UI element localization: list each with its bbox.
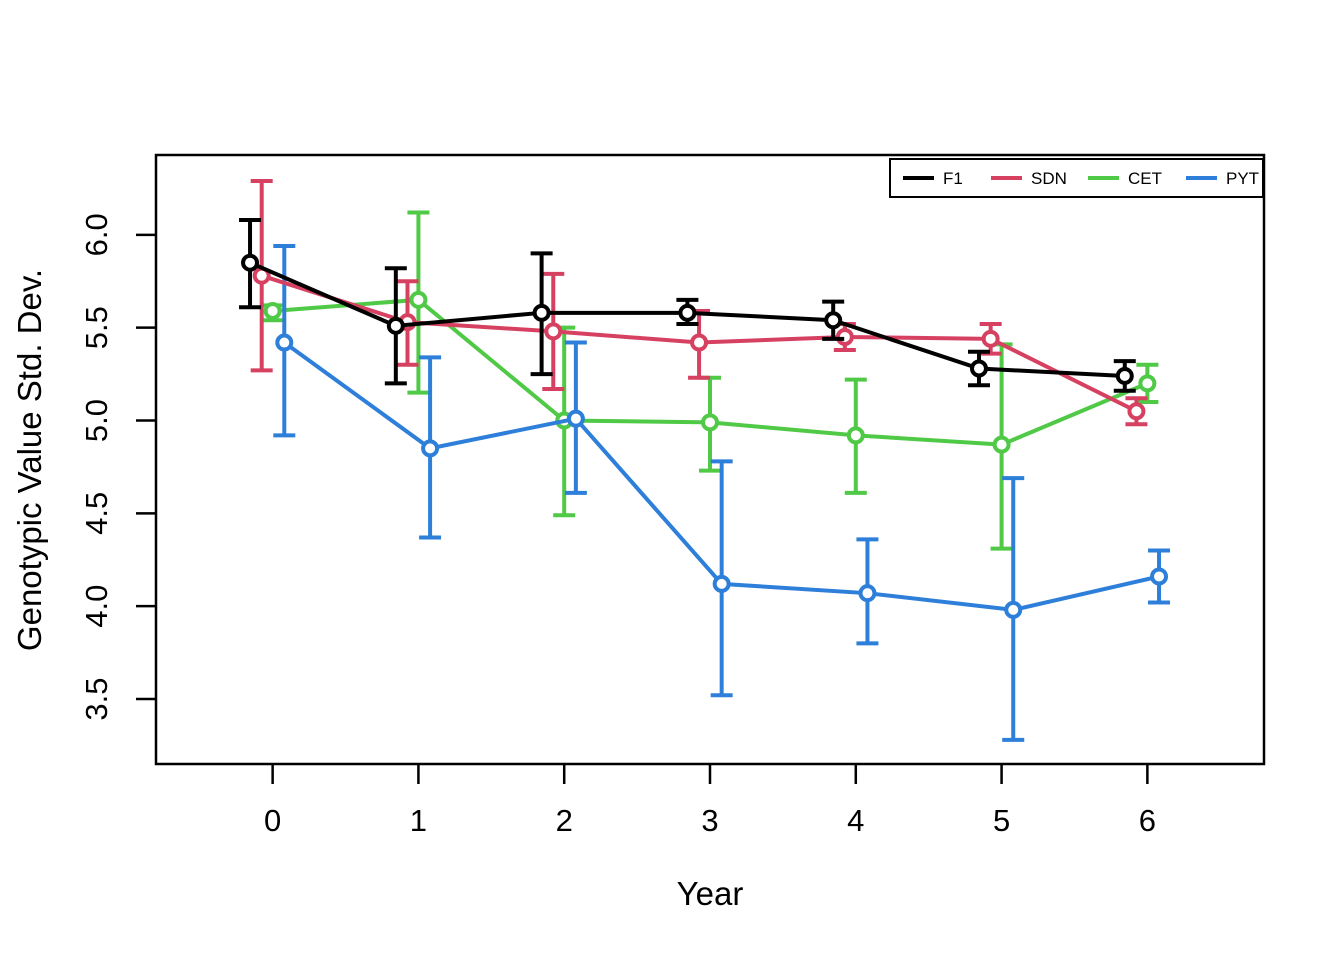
data-point-marker — [1004, 600, 1023, 619]
series-CET — [261, 210, 1159, 551]
data-point-marker — [275, 333, 294, 352]
x-axis-ticks: 0 1 2 3 4 5 6 — [264, 764, 1156, 838]
data-point-marker — [386, 316, 405, 335]
data-point-marker — [824, 311, 843, 330]
data-point-marker — [421, 439, 440, 458]
y-tick-label: 5.0 — [79, 399, 114, 442]
data-point-marker — [1115, 366, 1134, 385]
y-tick-label: 4.0 — [79, 585, 114, 628]
y-tick-label: 5.5 — [79, 306, 114, 349]
x-tick-label: 5 — [993, 803, 1010, 838]
data-point-marker — [241, 253, 260, 272]
legend-label: CET — [1128, 169, 1162, 188]
x-tick-label: 0 — [264, 803, 281, 838]
y-tick-label: 4.5 — [79, 492, 114, 535]
legend-label: SDN — [1031, 169, 1067, 188]
data-point-marker — [678, 303, 697, 322]
data-point-marker — [846, 426, 865, 445]
legend: F1 SDN CET PYT — [889, 158, 1264, 198]
data-point-marker — [1138, 374, 1157, 393]
series-F1 — [239, 217, 1136, 393]
data-point-marker — [992, 435, 1011, 454]
x-tick-label: 6 — [1139, 803, 1156, 838]
data-point-marker — [409, 290, 428, 309]
legend-label: F1 — [943, 169, 963, 188]
legend-item-PYT: PYT — [1186, 169, 1259, 188]
chart-content: 0 1 2 3 4 5 6 3.5 4.0 4.5 5.0 5.5 6.0 F1 SDN CET PYT — [79, 158, 1264, 838]
y-axis-label: Genotypic Value Std. Dev. — [11, 269, 48, 651]
data-point-marker — [1150, 567, 1169, 586]
data-point-marker — [981, 329, 1000, 348]
series-SDN — [250, 178, 1148, 427]
legend-item-F1: F1 — [903, 169, 963, 188]
x-tick-label: 1 — [410, 803, 427, 838]
x-tick-label: 4 — [847, 803, 864, 838]
legend-item-SDN: SDN — [991, 169, 1067, 188]
x-tick-label: 3 — [701, 803, 718, 838]
data-point-marker — [690, 333, 709, 352]
data-point-marker — [712, 574, 731, 593]
data-point-marker — [544, 322, 563, 341]
data-point-marker — [701, 413, 719, 432]
legend-label: PYT — [1226, 169, 1259, 188]
y-tick-label: 3.5 — [79, 677, 114, 720]
data-point-marker — [1127, 402, 1146, 421]
data-point-marker — [566, 409, 585, 428]
data-point-marker — [263, 301, 282, 320]
legend-box — [889, 158, 1264, 198]
series-PYT — [273, 243, 1171, 742]
data-point-marker — [532, 303, 551, 322]
legend-item-CET: CET — [1088, 169, 1162, 188]
y-axis-ticks: 3.5 4.0 4.5 5.0 5.5 6.0 — [79, 213, 156, 721]
x-axis-label: Year — [677, 875, 744, 912]
data-point-marker — [969, 359, 988, 378]
data-point-marker — [858, 584, 877, 603]
x-tick-label: 2 — [556, 803, 573, 838]
y-tick-label: 6.0 — [79, 213, 114, 256]
